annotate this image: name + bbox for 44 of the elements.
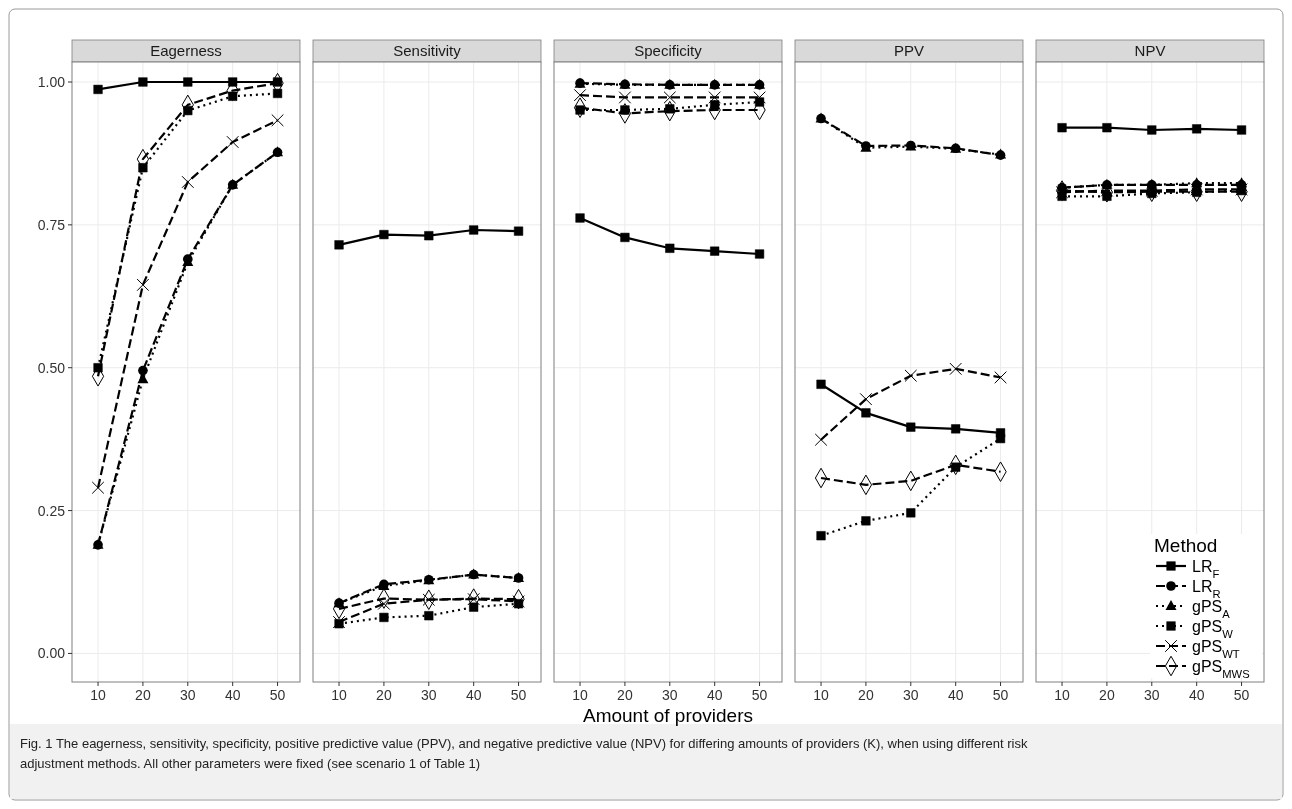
y-tick-label: 0.50	[37, 359, 66, 376]
x-tick-label: 30	[1144, 687, 1160, 703]
legend-label: gPS$_{MWS}$	[1192, 658, 1250, 680]
x-tick-label: 20	[858, 687, 874, 703]
chart-title: PPV	[893, 42, 925, 59]
legend-label: gPS$_{WT}$	[1192, 638, 1240, 660]
x-tick-label: 50	[1233, 687, 1250, 703]
x-tick-label: 30	[662, 687, 678, 703]
y-tick-label: 0.00	[37, 645, 66, 662]
chart-title: Eagerness	[150, 42, 222, 59]
x-tick-label: 50	[992, 687, 1009, 703]
x-tick-label: 50	[269, 687, 286, 703]
legend-label: gPS$_{A}$	[1192, 598, 1231, 620]
x-tick-label: 20	[1099, 687, 1115, 703]
x-axis-title: Amount of providers	[582, 705, 754, 726]
x-tick-label: 10	[1054, 687, 1071, 703]
x-tick-label: 40	[1188, 687, 1205, 703]
x-tick-label: 30	[903, 687, 919, 703]
x-tick-label: 30	[421, 687, 437, 703]
y-tick-label: 1.00	[37, 74, 66, 90]
x-tick-label: 40	[947, 687, 964, 703]
x-tick-label: 10	[813, 687, 830, 703]
x-tick-label: 40	[224, 687, 241, 703]
chart-title: Specificity	[634, 42, 703, 59]
x-tick-label: 50	[510, 687, 527, 703]
legend-title: Method	[1154, 535, 1218, 556]
x-tick-label: 20	[617, 687, 633, 703]
x-tick-label: 10	[572, 687, 589, 703]
y-tick-label: 0.75	[37, 216, 66, 233]
x-tick-label: 40	[706, 687, 723, 703]
x-tick-label: 40	[465, 687, 482, 703]
x-tick-label: 10	[90, 687, 107, 703]
x-tick-label: 50	[751, 687, 768, 703]
x-tick-label: 20	[135, 687, 151, 703]
chart-title: Sensitivity	[393, 42, 462, 59]
legend-label: LR$_{R}$	[1192, 578, 1221, 600]
x-tick-label: 20	[376, 687, 392, 703]
y-tick-label: 0.25	[37, 502, 66, 519]
legend-label: LR$_{F}$	[1192, 558, 1220, 580]
caption: Fig. 1 The eagerness, sensitivity, specificity, positive predictive value (PPV), and negative predictive value (NPV) for differing amounts of providers (K), when using different risk adjustment methods. All other parameters were fixed (see scenario 1 of Table 1)	[20, 736, 1028, 771]
legend-label: gPS$_{W}$	[1192, 618, 1234, 640]
x-tick-label: 30	[180, 687, 196, 703]
x-tick-label: 10	[331, 687, 348, 703]
chart-title: NPV	[1134, 42, 1166, 59]
